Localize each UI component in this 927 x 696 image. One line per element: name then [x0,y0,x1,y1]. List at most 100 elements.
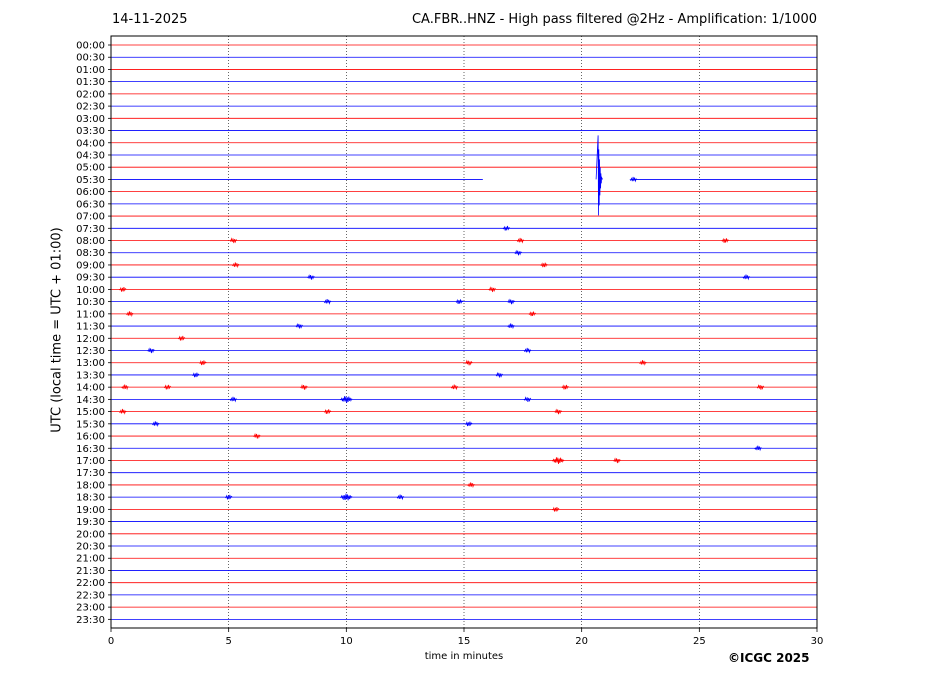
trace-lines [111,44,817,620]
copyright-label: ©ICGC 2025 [728,651,810,665]
event-mark [450,384,459,391]
x-tick-label: 0 [108,636,114,647]
y-tick-label: 06:30 [76,199,105,210]
event-mark [229,396,238,403]
x-tick-label: 25 [693,636,706,647]
y-tick-label: 01:30 [76,77,105,88]
event-mark [639,360,647,366]
event-mark [177,335,186,341]
y-tick-label: 09:30 [76,273,105,284]
grid-lines [228,36,700,628]
y-tick-label: 03:30 [76,126,105,137]
event-mark [754,445,762,452]
y-tick-label: 08:00 [76,236,105,247]
event-mark [121,384,129,391]
event-mark [340,396,353,403]
y-tick-label: 00:30 [76,53,105,64]
event-mark [119,286,127,292]
event-mark [613,457,621,464]
y-tick-label: 04:30 [76,150,105,161]
y-tick-label: 03:00 [76,114,105,125]
y-tick-label: 10:30 [76,297,105,308]
y-tick-label: 19:30 [76,517,105,528]
y-tick-label: 19:00 [76,505,105,516]
x-tick-label: 30 [811,636,824,647]
event-mark [629,176,638,183]
y-tick-label: 23:30 [76,615,105,626]
y-tick-label: 02:30 [76,102,105,113]
y-tick-label: 16:30 [76,444,105,455]
x-axis-label: time in minutes [424,651,504,662]
event-mark [307,274,315,280]
y-tick-label: 12:30 [76,346,105,357]
y-tick-label: 05:30 [76,175,105,186]
event-mark [514,249,522,256]
event-mark [488,286,497,293]
event-mark [502,225,511,231]
y-tick-label: 20:00 [76,529,105,540]
event-mark [163,384,172,390]
event-mark [756,384,765,390]
y-tick-label: 07:00 [76,212,105,223]
event-mark [151,421,160,428]
y-tick-label: 13:30 [76,370,105,381]
event-mark [396,494,405,501]
y-tick-label: 22:30 [76,590,105,601]
event-mark [455,298,464,304]
y-tick-label: 10:00 [76,285,105,296]
y-tick-label: 22:00 [76,578,105,589]
y-tick-label: 00:00 [76,41,105,52]
x-tick-label: 20 [575,636,588,647]
y-tick-label: 12:00 [76,334,105,345]
event-mark [742,274,751,281]
y-tick-label: 07:30 [76,224,105,235]
y-tick-label: 21:00 [76,554,105,565]
event-mark [199,359,207,366]
y-tick-label: 14:30 [76,395,105,406]
plot-frame [110,35,818,629]
y-tick-label: 14:00 [76,383,105,394]
y-tick-label: 11:30 [76,322,105,333]
event-mark [721,237,729,243]
event-mark [561,384,569,390]
y-tick-label: 18:00 [76,480,105,491]
y-tick-label: 05:00 [76,163,105,174]
event-mark [595,135,603,216]
event-marks [118,135,765,512]
y-tick-label: 04:00 [76,138,105,149]
event-mark [323,299,332,305]
event-mark [224,494,233,500]
event-mark [464,359,473,366]
event-mark [523,347,532,354]
event-mark [300,384,308,390]
event-mark [495,371,504,378]
event-mark [253,432,261,439]
y-tick-label: 20:30 [76,542,105,553]
y-tick-label: 23:00 [76,603,105,614]
y-tick-label: 09:00 [76,260,105,271]
event-mark [554,408,562,415]
event-mark [523,396,532,402]
y-tick-label: 06:00 [76,187,105,198]
y-tick-label: 13:00 [76,358,105,369]
event-mark [467,482,475,489]
y-tick-label: 01:00 [76,65,105,76]
y-tick-label: 08:30 [76,248,105,259]
event-mark [516,237,525,244]
y-tick-label: 17:30 [76,468,105,479]
y-tick-label: 18:30 [76,493,105,504]
event-mark [323,408,332,414]
y-tick-label: 15:00 [76,407,105,418]
x-tick-label: 15 [458,636,471,647]
event-mark [191,372,200,378]
event-mark [551,457,565,465]
event-mark [231,262,240,269]
event-mark [295,323,304,329]
date-label: 14-11-2025 [112,12,188,27]
y-tick-label: 11:00 [76,309,105,320]
event-mark [507,298,515,305]
x-ticks: 0 5 10 15 20 25 30 [108,628,824,647]
chart-title: CA.FBR..HNZ - High pass filtered @2Hz - … [411,12,817,27]
